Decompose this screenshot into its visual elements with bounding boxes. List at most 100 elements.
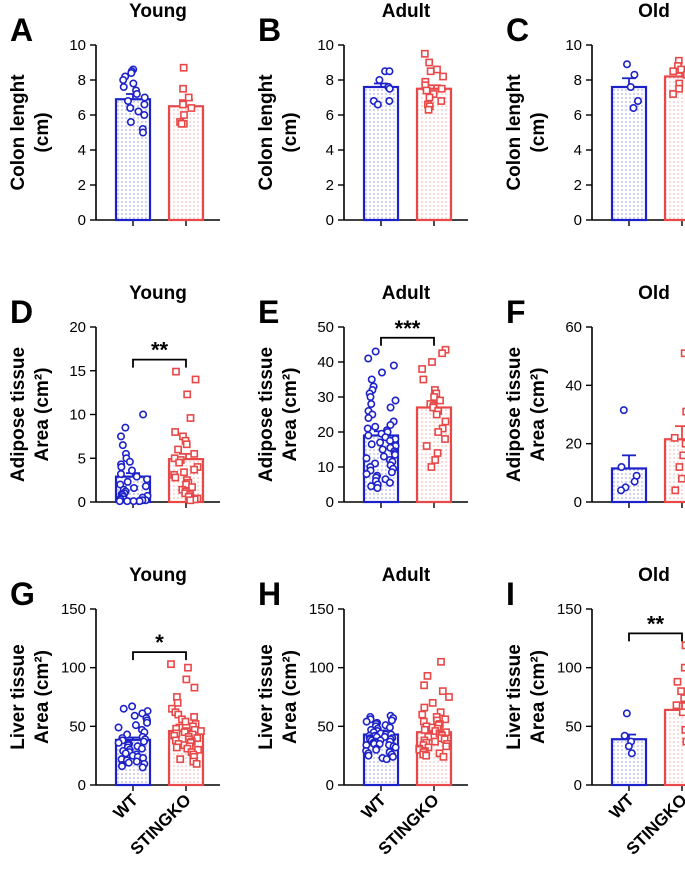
y-axis-label-line1: Adipose tissue: [256, 347, 277, 482]
y-axis-label: Adipose tissue Area (cm²): [256, 347, 301, 482]
data-point-ko: [682, 407, 685, 416]
data-point-wt: [141, 482, 150, 491]
data-point-wt: [140, 100, 149, 109]
y-axis-label-line2: Area (cm²): [32, 650, 53, 744]
data-point-wt: [373, 483, 382, 492]
data-point-wt: [139, 410, 148, 419]
data-point-wt: [134, 107, 143, 116]
data-point-ko: [432, 410, 441, 419]
data-point-ko: [439, 752, 448, 761]
y-tick-label: 0: [326, 777, 334, 794]
data-point-ko: [445, 693, 453, 701]
data-point-wt: [116, 469, 125, 478]
y-tick-label: 50: [69, 718, 86, 735]
data-point-wt: [139, 737, 148, 746]
significance-stars: ***: [395, 316, 421, 341]
y-tick-label: 100: [557, 660, 582, 677]
panel-title: Adult: [382, 565, 431, 586]
data-point-wt: [127, 69, 136, 78]
data-point-ko: [670, 433, 679, 442]
y-axis-label-line1: Colon lenght: [256, 74, 277, 191]
y-axis-label: Liver tissue Area (cm²): [8, 644, 53, 750]
data-point-wt: [127, 466, 136, 475]
data-point-wt: [627, 749, 636, 758]
data-point-wt: [367, 399, 376, 408]
data-point-ko: [425, 93, 434, 102]
data-point-ko: [437, 97, 446, 105]
y-tick-label: 30: [317, 389, 334, 406]
bracket-line: [380, 336, 435, 346]
data-point-wt: [124, 758, 133, 767]
y-tick-label: 0: [574, 212, 582, 229]
data-point-ko: [437, 657, 445, 666]
y-tick-label: 10: [317, 37, 334, 54]
data-point-wt: [138, 763, 147, 772]
data-point-wt: [119, 83, 128, 92]
data-point-ko: [426, 67, 435, 76]
x-category-label: WT: [110, 790, 143, 823]
bar-wt: [610, 85, 648, 222]
data-point-wt: [115, 497, 124, 506]
data-point-wt: [140, 111, 149, 120]
x-category-label: WT: [606, 790, 639, 823]
y-tick-label: 50: [565, 718, 582, 735]
data-point-ko: [182, 675, 191, 684]
data-point-wt: [385, 67, 394, 76]
data-point-wt: [140, 93, 149, 102]
significance-bracket: **: [628, 611, 683, 642]
y-axis-label-line1: Liver tissue: [504, 644, 525, 750]
data-point-wt: [385, 723, 394, 732]
data-point-ko: [682, 70, 685, 79]
data-point-wt: [119, 704, 128, 713]
y-tick-label: 60: [565, 319, 582, 336]
data-point-wt: [362, 717, 371, 726]
data-point-ko: [438, 349, 447, 358]
y-tick-label: 150: [557, 601, 582, 618]
data-point-wt: [367, 375, 376, 384]
panel-title: Young: [129, 565, 187, 586]
data-point-wt: [371, 347, 380, 356]
data-point-ko: [180, 728, 189, 737]
significance-stars: *: [155, 630, 164, 655]
panel-label: G: [10, 576, 35, 612]
data-point-ko: [431, 737, 439, 746]
significance-bracket: *: [132, 630, 187, 661]
y-tick-label: 0: [78, 494, 86, 511]
data-point-ko: [433, 449, 442, 457]
data-point-ko: [181, 717, 190, 726]
panel-title: Adult: [382, 283, 431, 304]
panel-b: B Adult Colon lenght (cm) 0 2 4 6 8 10: [256, 1, 468, 229]
data-point-wt: [121, 423, 130, 432]
data-point-ko: [669, 67, 678, 76]
data-point-ko: [420, 725, 429, 734]
y-axis-label: Colon lenght (cm): [8, 74, 53, 191]
data-point-ko: [431, 456, 440, 464]
panel-c: C Old Colon lenght (cm) 0 2 4 6 8 10: [504, 1, 685, 229]
y-tick-label: 10: [69, 407, 86, 424]
y-tick-label: 40: [565, 377, 582, 394]
data-point-ko: [180, 468, 188, 477]
data-point-ko: [425, 58, 434, 67]
data-point-wt: [132, 472, 141, 481]
data-point-ko: [182, 440, 191, 449]
data-point-wt: [633, 97, 642, 106]
y-axis-label-line1: Colon lenght: [8, 74, 29, 191]
y-axis-label-line2: (cm): [280, 112, 301, 152]
data-point-ko: [677, 65, 685, 74]
data-point-ko: [183, 390, 192, 399]
data-point-ko: [671, 486, 680, 495]
data-point-wt: [371, 422, 380, 431]
data-point-wt: [617, 486, 626, 495]
y-tick-label: 4: [326, 142, 334, 159]
data-point-wt: [385, 97, 394, 106]
data-point-ko: [197, 727, 205, 735]
panel-label: B: [258, 12, 281, 48]
significance-stars: **: [647, 611, 665, 636]
bar-stingko: [663, 708, 685, 787]
data-point-wt: [382, 755, 391, 764]
data-point-ko: [681, 641, 685, 650]
data-point-ko: [678, 474, 685, 483]
data-point-wt: [367, 482, 376, 491]
y-tick-label: 0: [326, 494, 334, 511]
